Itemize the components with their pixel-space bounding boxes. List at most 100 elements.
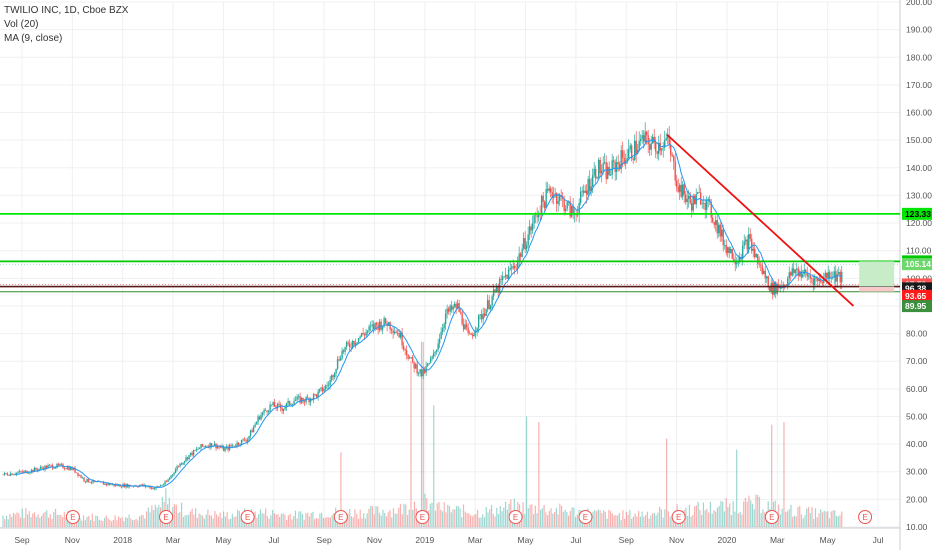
y-tick-label: 140.00 bbox=[906, 163, 932, 173]
earnings-marker[interactable]: E bbox=[508, 510, 523, 524]
volume-bar bbox=[42, 513, 44, 527]
symbol-title[interactable]: TWILIO INC, 1D, Cboe BZX bbox=[4, 5, 129, 16]
candle-body bbox=[209, 443, 211, 448]
y-tick-label: 200.00 bbox=[906, 0, 932, 7]
candle-body bbox=[174, 469, 177, 474]
earnings-label: E bbox=[245, 513, 250, 522]
volume-bar bbox=[750, 500, 752, 527]
volume-bar bbox=[382, 509, 384, 527]
volume-bar bbox=[354, 509, 356, 527]
candle-body bbox=[794, 269, 796, 274]
candle-body bbox=[309, 398, 312, 403]
candle-body bbox=[772, 282, 774, 295]
candle-body bbox=[164, 481, 166, 485]
volume-bar bbox=[289, 513, 291, 527]
candle-body bbox=[585, 190, 588, 195]
ma-indicator-label[interactable]: MA (9, close) bbox=[4, 33, 63, 44]
candle-body bbox=[629, 145, 631, 150]
candle-body bbox=[299, 396, 301, 403]
volume-bar bbox=[49, 514, 51, 527]
candle-body bbox=[588, 179, 591, 192]
volume-bar bbox=[284, 514, 286, 527]
candle-body bbox=[146, 486, 148, 488]
candle-body bbox=[302, 397, 304, 402]
candle-body bbox=[761, 265, 763, 274]
candle-body bbox=[203, 446, 205, 447]
candle-body bbox=[407, 354, 409, 359]
candle-body bbox=[348, 343, 351, 347]
candle-body bbox=[57, 464, 60, 466]
candle-body bbox=[224, 448, 226, 451]
volume-bar bbox=[277, 514, 279, 527]
earnings-label: E bbox=[163, 513, 168, 522]
earnings-marker[interactable]: E bbox=[671, 510, 686, 524]
candle-body bbox=[548, 188, 550, 191]
earnings-marker[interactable]: E bbox=[764, 510, 779, 524]
candle-body bbox=[594, 168, 597, 179]
candle-body bbox=[60, 464, 63, 465]
candle-body bbox=[757, 254, 759, 264]
candle-body bbox=[841, 271, 843, 283]
volume-bar bbox=[795, 516, 797, 527]
candle-body bbox=[78, 475, 81, 476]
volume-bar bbox=[307, 512, 309, 527]
volume-bar bbox=[100, 520, 102, 527]
level-price-label: 123.33 bbox=[905, 209, 931, 219]
earnings-marker[interactable]: E bbox=[333, 510, 348, 524]
candle-body bbox=[36, 469, 39, 471]
volume-bar bbox=[212, 518, 214, 527]
candle-body bbox=[742, 245, 744, 259]
candle-body bbox=[30, 469, 33, 473]
candle-body bbox=[381, 326, 384, 330]
candle-body bbox=[630, 145, 633, 159]
candle-body bbox=[33, 467, 36, 472]
candle-body bbox=[162, 484, 165, 486]
volume-bar bbox=[751, 503, 754, 527]
candle-body bbox=[284, 407, 286, 410]
volume-bar bbox=[443, 502, 445, 527]
volume-bar bbox=[422, 341, 424, 527]
earnings-marker[interactable]: E bbox=[240, 510, 255, 524]
volume-bar bbox=[4, 519, 6, 527]
candle-body bbox=[821, 281, 823, 284]
candle-body bbox=[2, 474, 4, 476]
candle-body bbox=[829, 272, 831, 279]
x-tick-label: Jul bbox=[873, 535, 884, 545]
candle-body bbox=[17, 472, 19, 473]
candle-body bbox=[387, 322, 390, 326]
earnings-marker[interactable]: E bbox=[858, 510, 873, 524]
candle-body bbox=[273, 402, 276, 407]
volume-indicator-label[interactable]: Vol (20) bbox=[4, 19, 39, 30]
volume-bar bbox=[301, 513, 304, 527]
earnings-marker[interactable]: E bbox=[415, 510, 430, 524]
candle-body bbox=[54, 467, 57, 469]
candle-body bbox=[494, 289, 496, 293]
price-tag-label: 96.38 bbox=[905, 283, 927, 293]
candle-body bbox=[796, 268, 798, 270]
candle-body bbox=[335, 368, 337, 374]
volume-bar bbox=[93, 521, 95, 527]
earnings-marker[interactable]: E bbox=[578, 510, 593, 524]
volume-bar bbox=[133, 519, 135, 527]
candle-body bbox=[546, 189, 549, 191]
volume-bar bbox=[699, 509, 701, 527]
volume-bar bbox=[312, 511, 314, 527]
volume-bar bbox=[259, 509, 262, 527]
volume-bar bbox=[385, 516, 388, 527]
volume-bar bbox=[429, 503, 431, 527]
volume-bar bbox=[112, 519, 114, 527]
candle-body bbox=[811, 278, 813, 279]
y-tick-label: 110.00 bbox=[906, 246, 932, 256]
candle-body bbox=[715, 220, 717, 225]
candle-body bbox=[257, 416, 259, 422]
candle-body bbox=[429, 358, 432, 363]
earnings-marker[interactable]: E bbox=[65, 510, 80, 524]
volume-bar bbox=[732, 501, 734, 527]
earnings-marker[interactable]: E bbox=[159, 510, 174, 524]
candle-body bbox=[827, 272, 829, 278]
candle-body bbox=[719, 224, 721, 237]
volume-bar bbox=[629, 509, 631, 527]
volume-bar bbox=[659, 506, 661, 527]
candle-body bbox=[453, 303, 456, 307]
